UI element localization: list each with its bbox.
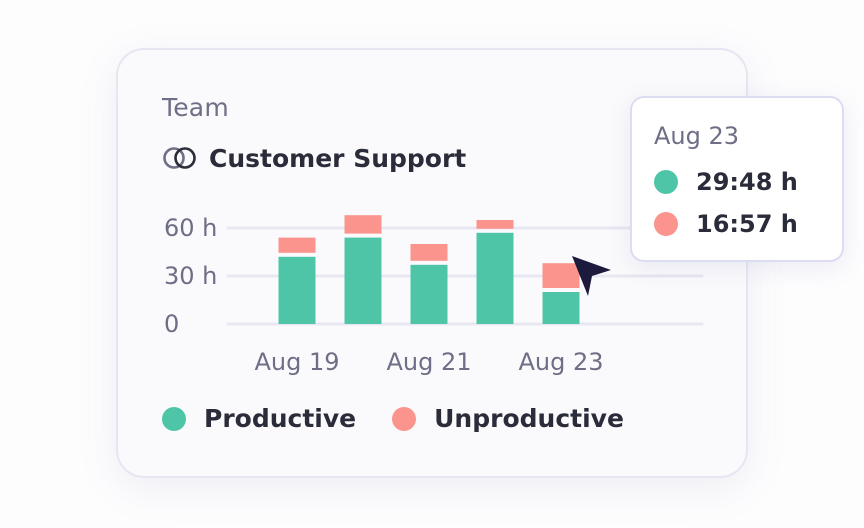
chart-legend: Productive Unproductive — [162, 404, 660, 433]
bar-unproductive-0 — [278, 237, 316, 253]
tooltip-row-productive: 29:48 h — [654, 168, 798, 196]
bar-unproductive-3 — [476, 220, 514, 229]
bar-unproductive-2 — [410, 244, 448, 261]
legend-label-productive: Productive — [204, 404, 357, 433]
bar-productive-1 — [344, 237, 382, 324]
y-tick-label-0: 0 — [164, 310, 179, 338]
team-selector[interactable]: Customer Support — [162, 142, 466, 174]
bar-unproductive-4 — [542, 263, 580, 288]
bar-productive-3 — [476, 232, 514, 324]
bar-productive-4 — [542, 292, 580, 324]
y-tick-label-60: 60 h — [164, 214, 217, 242]
chart-bars — [278, 215, 580, 324]
tooltip-dot-productive — [654, 170, 678, 194]
legend-dot-unproductive — [392, 406, 417, 431]
bar-productive-2 — [410, 264, 448, 324]
x-tick-label-2: Aug 21 — [386, 348, 471, 376]
y-tick-label-30: 30 h — [164, 262, 217, 290]
team-circles-icon — [163, 147, 196, 169]
bar-unproductive-1 — [344, 215, 382, 234]
tooltip-value-unproductive: 16:57 h — [696, 210, 798, 238]
chart-tooltip: Aug 23 29:48 h 16:57 h — [630, 96, 844, 262]
legend-item-unproductive: Unproductive — [392, 404, 624, 433]
mouse-pointer-icon — [572, 256, 611, 296]
legend-dot-productive — [162, 406, 186, 431]
tooltip-row-unproductive: 16:57 h — [654, 210, 798, 238]
bar-productive-0 — [278, 256, 316, 324]
team-label: Team — [162, 93, 229, 122]
legend-label-unproductive: Unproductive — [434, 404, 624, 433]
chart-labels: 0 30 h 60 h Aug 19 Aug 21 Aug 23 — [164, 214, 604, 376]
x-tick-label-0: Aug 19 — [254, 348, 339, 376]
tooltip-value-productive: 29:48 h — [696, 168, 798, 196]
x-tick-label-4: Aug 23 — [518, 348, 603, 376]
tooltip-dot-unproductive — [654, 212, 678, 236]
team-name: Customer Support — [209, 143, 467, 173]
tooltip-date: Aug 23 — [654, 122, 740, 150]
legend-item-productive: Productive — [162, 404, 356, 433]
